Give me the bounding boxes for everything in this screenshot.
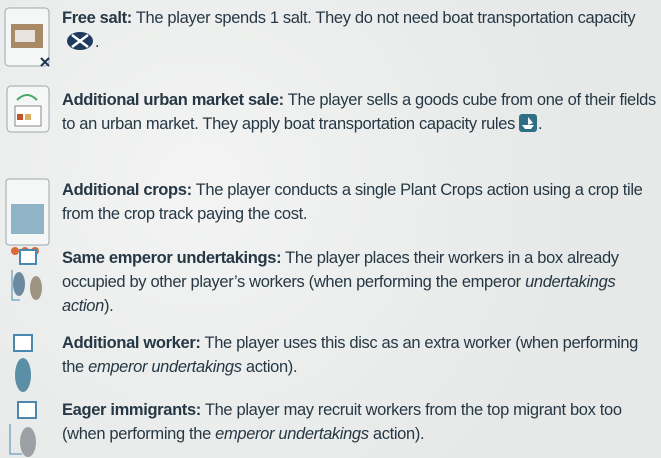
item-title: Free salt: [62, 9, 132, 27]
item-title: Eager immigrants: [62, 401, 201, 419]
item-text: action). [368, 425, 425, 443]
item: Additional crops: The player conducts a … [62, 178, 658, 226]
item-text: The player sells a goods cube from one o… [62, 91, 656, 133]
item-text: The player places their workers in a box… [62, 249, 619, 291]
item-text: The player may recruit workers from the … [62, 401, 622, 443]
item: Additional urban market sale: The player… [62, 88, 658, 136]
item: Additional worker: The player uses this … [62, 331, 658, 379]
item: Same emperor undertakings: The player pl… [62, 246, 658, 318]
item-text: The player uses this disc as an extra wo… [62, 334, 638, 376]
item-text: The player conducts a single Plant Crops… [62, 181, 643, 223]
item-text: emperor undertakings [215, 425, 369, 443]
icon-same-undertakings [11, 249, 42, 301]
item: Eager immigrants: The player may recruit… [62, 398, 658, 446]
item-text: . [95, 33, 100, 51]
item-title: Additional worker: [62, 334, 201, 352]
item-text: undertakings action [62, 273, 616, 315]
item-text: ). [103, 297, 114, 315]
icon-market [6, 85, 50, 133]
item-text: . [537, 115, 543, 133]
item-title: Additional crops: [62, 181, 192, 199]
item-title: Additional urban market sale: [62, 91, 284, 109]
icon-immigrants [9, 401, 37, 457]
icon-crops [5, 178, 50, 255]
item-text: emperor undertakings [88, 358, 242, 376]
item-text: The player spends 1 salt. They do not ne… [135, 9, 636, 27]
icon-no-boat [67, 32, 93, 50]
item-title: Same emperor undertakings: [62, 249, 282, 267]
item: Free salt: The player spends 1 salt. The… [62, 6, 658, 54]
item-text: action). [241, 358, 298, 376]
icon-additional-worker [13, 334, 33, 392]
icon-salt-card [4, 7, 50, 67]
icon-boat [518, 114, 537, 132]
